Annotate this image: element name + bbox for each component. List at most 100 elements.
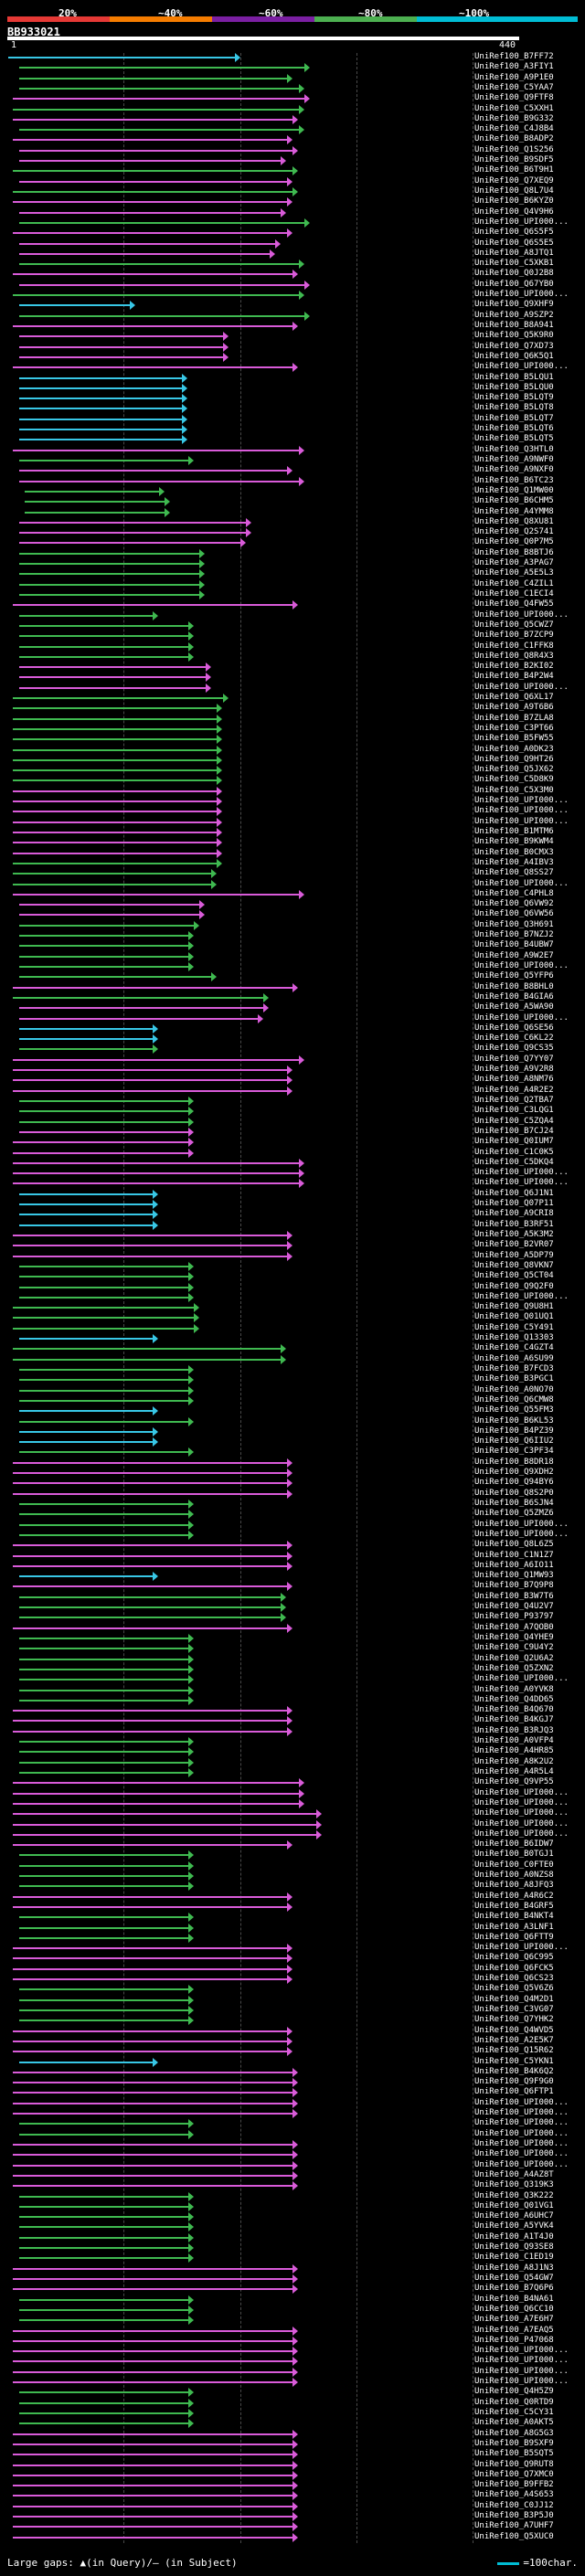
hit-alignment-bar[interactable] [13, 1782, 299, 1785]
hit-alignment-bar[interactable] [13, 1317, 194, 1320]
hit-label[interactable]: UniRef100_B4P2W4 [474, 672, 554, 682]
hit-alignment-bar[interactable] [18, 418, 183, 420]
hit-row[interactable]: UniRef100_Q1MW00 [0, 486, 585, 497]
hit-alignment-bar[interactable] [18, 2422, 188, 2425]
hit-row[interactable]: UniRef100_Q3K222 [0, 2191, 585, 2202]
hit-row[interactable]: UniRef100_C1C0K5 [0, 1148, 585, 1159]
hit-row[interactable]: UniRef100_Q8R4X3 [0, 652, 585, 663]
hit-row[interactable]: UniRef100_UPI000... [0, 2356, 585, 2367]
hit-label[interactable]: UniRef100_C5CY31 [474, 2408, 554, 2417]
hit-alignment-bar[interactable] [13, 996, 264, 999]
hit-label[interactable]: UniRef100_Q5V6Z6 [474, 1984, 554, 1994]
hit-label[interactable]: UniRef100_B9KWM4 [474, 837, 554, 847]
hit-label[interactable]: UniRef100_UPI000... [474, 1674, 569, 1684]
hit-alignment-bar[interactable] [18, 624, 188, 627]
hit-label[interactable]: UniRef100_Q4DD65 [474, 1694, 554, 1704]
hit-alignment-bar[interactable] [13, 2526, 293, 2528]
hit-label[interactable]: UniRef100_A8JFQ3 [474, 1881, 554, 1891]
hit-row[interactable]: UniRef100_Q4V9H6 [0, 207, 585, 218]
hit-label[interactable]: UniRef100_B5LQT8 [474, 403, 554, 413]
hit-row[interactable]: UniRef100_B3PGC1 [0, 1374, 585, 1385]
hit-label[interactable]: UniRef100_UPI000... [474, 1168, 569, 1178]
hit-alignment-bar[interactable] [13, 108, 299, 111]
hit-row[interactable]: UniRef100_A4IBV3 [0, 857, 585, 869]
hit-label[interactable]: UniRef100_A7EAQ5 [474, 2325, 554, 2335]
hit-alignment-bar[interactable] [18, 1410, 154, 1413]
hit-label[interactable]: UniRef100_C4GZT4 [474, 1343, 554, 1353]
hit-label[interactable]: UniRef100_Q6J1N1 [474, 1188, 554, 1198]
hit-alignment-bar[interactable] [18, 655, 188, 658]
hit-alignment-bar[interactable] [18, 635, 188, 638]
hit-row[interactable]: UniRef100_C1ED19 [0, 2253, 585, 2263]
hit-row[interactable]: UniRef100_Q6FTP1 [0, 2087, 585, 2098]
hit-label[interactable]: UniRef100_B0CMX3 [474, 847, 554, 857]
hit-label[interactable]: UniRef100_Q9CS35 [474, 1044, 554, 1054]
hit-label[interactable]: UniRef100_B7CJ24 [474, 1126, 554, 1136]
hit-label[interactable]: UniRef100_UPI000... [474, 1808, 569, 1818]
hit-row[interactable]: UniRef100_UPI000... [0, 362, 585, 373]
hit-label[interactable]: UniRef100_Q01UQ1 [474, 1312, 554, 1322]
hit-row[interactable]: UniRef100_Q0IUM7 [0, 1137, 585, 1148]
hit-alignment-bar[interactable] [18, 945, 188, 948]
hit-label[interactable]: UniRef100_B4NKT4 [474, 1912, 554, 1922]
hit-row[interactable]: UniRef100_Q5JX62 [0, 765, 585, 776]
hit-label[interactable]: UniRef100_UPI000... [474, 961, 569, 971]
hit-alignment-bar[interactable] [13, 2350, 293, 2353]
hit-label[interactable]: UniRef100_B4PZ39 [474, 1426, 554, 1436]
hit-label[interactable]: UniRef100_A6UHC7 [474, 2211, 554, 2221]
hit-alignment-bar[interactable] [13, 1823, 316, 1826]
hit-alignment-bar[interactable] [13, 2154, 293, 2157]
hit-label[interactable]: UniRef100_B3RJQ3 [474, 1725, 554, 1735]
hit-label[interactable]: UniRef100_Q6FTT9 [474, 1932, 554, 1942]
hit-row[interactable]: UniRef100_B4KGJ7 [0, 1715, 585, 1726]
hit-label[interactable]: UniRef100_UPI000... [474, 1012, 569, 1023]
hit-row[interactable]: UniRef100_A9V2R8 [0, 1065, 585, 1076]
hit-row[interactable]: UniRef100_B3W7T6 [0, 1592, 585, 1603]
hit-alignment-bar[interactable] [13, 1245, 287, 1247]
hit-row[interactable]: UniRef100_B1MTM6 [0, 827, 585, 838]
hit-alignment-bar[interactable] [18, 1936, 188, 1939]
hit-row[interactable]: UniRef100_Q9Q2F0 [0, 1282, 585, 1293]
hit-row[interactable]: UniRef100_Q2TBA7 [0, 1096, 585, 1107]
hit-row[interactable]: UniRef100_UPI000... [0, 2160, 585, 2171]
hit-alignment-bar[interactable] [18, 1916, 188, 1919]
hit-label[interactable]: UniRef100_Q0RTD9 [474, 2397, 554, 2407]
hit-row[interactable]: UniRef100_Q9F9G0 [0, 2077, 585, 2088]
hit-row[interactable]: UniRef100_A7QOB0 [0, 1623, 585, 1634]
hit-alignment-bar[interactable] [18, 2019, 188, 2022]
hit-label[interactable]: UniRef100_Q0IUM7 [474, 1137, 554, 1147]
hit-alignment-bar[interactable] [13, 2030, 287, 2032]
hit-row[interactable]: UniRef100_A4HR85 [0, 1746, 585, 1757]
hit-row[interactable]: UniRef100_A0VFP4 [0, 1736, 585, 1747]
hit-alignment-bar[interactable] [18, 459, 188, 461]
hit-alignment-bar[interactable] [18, 2412, 188, 2414]
hit-row[interactable]: UniRef100_Q3H691 [0, 920, 585, 931]
hit-alignment-bar[interactable] [18, 1048, 154, 1051]
hit-label[interactable]: UniRef100_Q54GW7 [474, 2274, 554, 2284]
hit-alignment-bar[interactable] [18, 160, 282, 163]
hit-alignment-bar[interactable] [18, 1224, 154, 1226]
hit-row[interactable]: UniRef100_Q6K5Q1 [0, 352, 585, 363]
hit-row[interactable]: UniRef100_A2E5K7 [0, 2036, 585, 2047]
hit-label[interactable]: UniRef100_B2VR07 [474, 1240, 554, 1250]
hit-alignment-bar[interactable] [13, 2144, 293, 2147]
hit-label[interactable]: UniRef100_Q8VKN7 [474, 1260, 554, 1270]
hit-alignment-bar[interactable] [18, 521, 247, 524]
hit-row[interactable]: UniRef100_C4PHL8 [0, 889, 585, 900]
hit-alignment-bar[interactable] [18, 966, 188, 969]
hit-label[interactable]: UniRef100_A4IBV3 [474, 857, 554, 867]
hit-label[interactable]: UniRef100_Q9XDH2 [474, 1468, 554, 1478]
hit-alignment-bar[interactable] [18, 1648, 188, 1650]
hit-label[interactable]: UniRef100_UPI000... [474, 806, 569, 816]
hit-row[interactable]: UniRef100_A5DP79 [0, 1251, 585, 1262]
hit-row[interactable]: UniRef100_Q8L7U4 [0, 186, 585, 197]
hit-alignment-bar[interactable] [13, 2092, 293, 2094]
hit-alignment-bar[interactable] [13, 1327, 194, 1330]
hit-row[interactable]: UniRef100_C3VG07 [0, 2005, 585, 2016]
hit-row[interactable]: UniRef100_Q7XMC0 [0, 2470, 585, 2481]
hit-label[interactable]: UniRef100_Q1S256 [474, 144, 554, 154]
hit-row[interactable]: UniRef100_B6CHM5 [0, 496, 585, 507]
hit-label[interactable]: UniRef100_Q5ZXN2 [474, 1663, 554, 1673]
hit-alignment-bar[interactable] [13, 2464, 293, 2466]
hit-alignment-bar[interactable] [13, 2185, 293, 2188]
